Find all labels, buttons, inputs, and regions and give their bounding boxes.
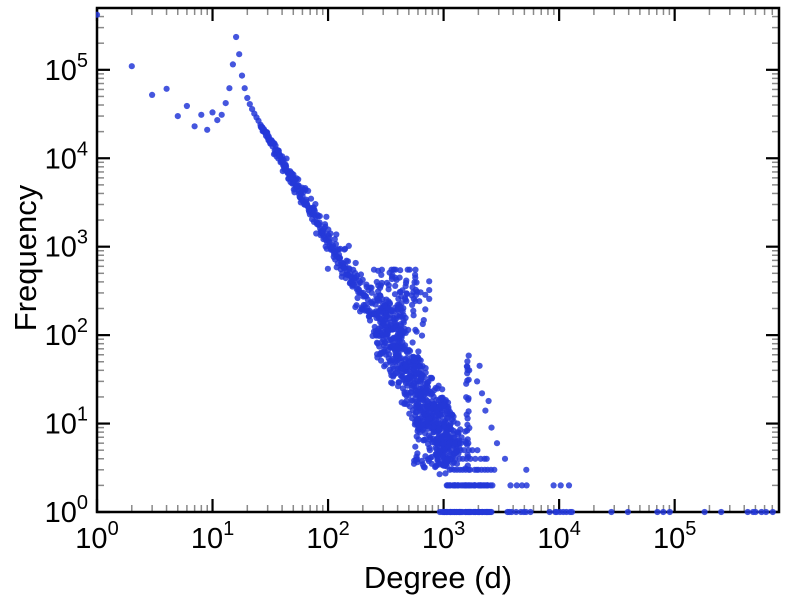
svg-text:105: 105 xyxy=(45,50,88,87)
tick-labels: 100 101 102 103 104 105 100 101 102 103 104 105 xyxy=(45,50,697,555)
svg-text:103: 103 xyxy=(45,227,88,264)
svg-text:102: 102 xyxy=(306,518,349,555)
svg-text:101: 101 xyxy=(191,518,234,555)
scatter-points xyxy=(96,11,776,516)
svg-text:103: 103 xyxy=(422,518,465,555)
y-axis-label: Frequency xyxy=(8,184,43,332)
svg-text:100: 100 xyxy=(75,518,118,555)
svg-text:101: 101 xyxy=(45,404,88,441)
svg-text:104: 104 xyxy=(537,518,580,555)
svg-text:105: 105 xyxy=(653,518,696,555)
svg-text:104: 104 xyxy=(45,138,88,175)
svg-text:102: 102 xyxy=(45,315,88,352)
x-axis-label: Degree (d) xyxy=(363,560,513,595)
svg-text:100: 100 xyxy=(45,492,88,529)
